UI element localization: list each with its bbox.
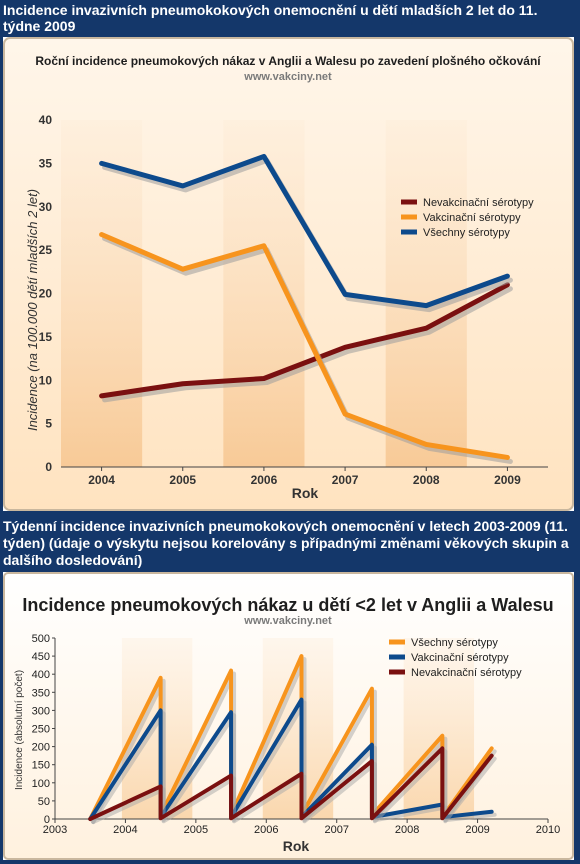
chart2-y-tick-label: 100 — [32, 778, 50, 790]
chart2-x-axis-label: Rok — [283, 838, 310, 854]
chart2-y-tick-label: 50 — [38, 796, 50, 808]
chart1-series-line — [99, 232, 510, 460]
chart2-legend-label: Nevakcinační sérotypy — [411, 667, 522, 679]
chart2-y-axis-label: Incidence (absolutní počet) — [14, 670, 25, 790]
chart1-series-shadow — [102, 286, 513, 403]
chart1-x-tick-label: 2005 — [169, 473, 196, 487]
chart2-legend-label: Všechny sérotypy — [411, 637, 498, 649]
chart1-data-point — [181, 184, 185, 188]
chart2-x-tick-label: 2003 — [43, 824, 67, 836]
chart1-data-point — [343, 345, 347, 349]
chart1-data-point — [424, 442, 428, 446]
chart1-data-point — [505, 455, 509, 459]
chart1-legend-label: Nevakcinační sérotypy — [423, 197, 534, 209]
annual-incidence-chart: Roční incidence pneumokových nákaz v Ang… — [3, 37, 574, 511]
chart2-x-tick-label: 2007 — [324, 824, 348, 836]
chart1-data-point — [100, 161, 104, 165]
chart1-data-point — [424, 304, 428, 308]
chart1-data-point — [100, 394, 104, 398]
chart1-data-point — [262, 244, 266, 248]
chart2-y-tick-label: 300 — [32, 705, 50, 717]
chart1-x-axis-label: Rok — [292, 485, 319, 501]
weekly-incidence-chart-panel: Incidence pneumokových nákaz u dětí <2 l… — [3, 572, 574, 860]
chart1-legend-label: Všechny sérotypy — [423, 227, 510, 239]
chart2-series-line — [88, 746, 494, 821]
chart1-y-tick-label: 5 — [45, 417, 52, 431]
chart1-y-tick-label: 10 — [39, 373, 53, 387]
chart1-x-tick-label: 2008 — [413, 473, 440, 487]
header-top: Incidence invazivních pneumokokových one… — [3, 2, 538, 34]
chart1-data-point — [181, 267, 185, 271]
chart1-data-point — [262, 377, 266, 381]
chart2-title: Incidence pneumokových nákaz u dětí <2 l… — [22, 595, 553, 615]
chart1-data-point — [505, 274, 509, 278]
chart1-year-band — [223, 120, 305, 467]
chart1-data-point — [181, 382, 185, 386]
chart1-legend-label: Vakcinační sérotypy — [423, 212, 521, 224]
chart2-y-tick-label: 400 — [32, 669, 50, 681]
chart1-data-point — [100, 233, 104, 237]
chart2-y-tick-label: 150 — [32, 760, 50, 772]
chart2-y-tick-label: 450 — [32, 651, 50, 663]
chart2-y-tick-label: 250 — [32, 724, 50, 736]
chart2-subtitle: www.vakciny.net — [243, 615, 332, 627]
chart2-y-tick-label: 500 — [32, 633, 50, 645]
chart1-y-tick-label: 30 — [39, 200, 53, 214]
chart1-title: Roční incidence pneumokových nákaz v Ang… — [35, 54, 541, 68]
chart2-x-tick-label: 2009 — [465, 824, 489, 836]
annual-incidence-chart-panel: Roční incidence pneumokových nákaz v Ang… — [3, 37, 574, 511]
chart1-data-point — [424, 326, 428, 330]
chart2-x-tick-label: 2004 — [113, 824, 137, 836]
chart1-y-tick-label: 40 — [39, 113, 53, 127]
chart1-year-band — [61, 120, 143, 467]
chart1-data-point — [343, 412, 347, 416]
chart1-subtitle: www.vakciny.net — [243, 71, 332, 83]
chart2-y-tick-label: 200 — [32, 742, 50, 754]
chart1-data-point — [262, 154, 266, 158]
chart2-x-tick-label: 2008 — [395, 824, 419, 836]
chart2-x-tick-label: 2006 — [254, 824, 278, 836]
chart2-y-tick-label: 0 — [44, 814, 50, 826]
chart1-y-tick-label: 25 — [39, 243, 53, 257]
chart1-series-line — [99, 153, 510, 309]
weekly-incidence-chart: Incidence pneumokových nákaz u dětí <2 l… — [3, 572, 574, 860]
chart1-y-tick-label: 20 — [39, 287, 53, 301]
chart1-x-tick-label: 2009 — [494, 473, 521, 487]
chart1-series-line — [99, 282, 510, 399]
chart1-x-tick-label: 2007 — [332, 473, 359, 487]
chart1-x-tick-label: 2006 — [251, 473, 278, 487]
chart2-y-tick-label: 350 — [32, 687, 50, 699]
chart1-y-axis-label: Incidence (na 100.000 dětí mladších 2 le… — [25, 189, 40, 431]
chart1-y-tick-label: 0 — [45, 460, 52, 474]
chart1-x-tick-label: 2004 — [88, 473, 115, 487]
header-middle: Týdenní incidence invazivních pneumokoko… — [3, 518, 569, 568]
chart2-x-tick-label: 2010 — [536, 824, 560, 836]
chart2-legend-label: Vakcinační sérotypy — [411, 652, 509, 664]
chart1-y-tick-label: 15 — [39, 330, 53, 344]
chart1-data-point — [343, 292, 347, 296]
chart1-y-tick-label: 35 — [39, 156, 53, 170]
chart2-x-tick-label: 2005 — [184, 824, 208, 836]
